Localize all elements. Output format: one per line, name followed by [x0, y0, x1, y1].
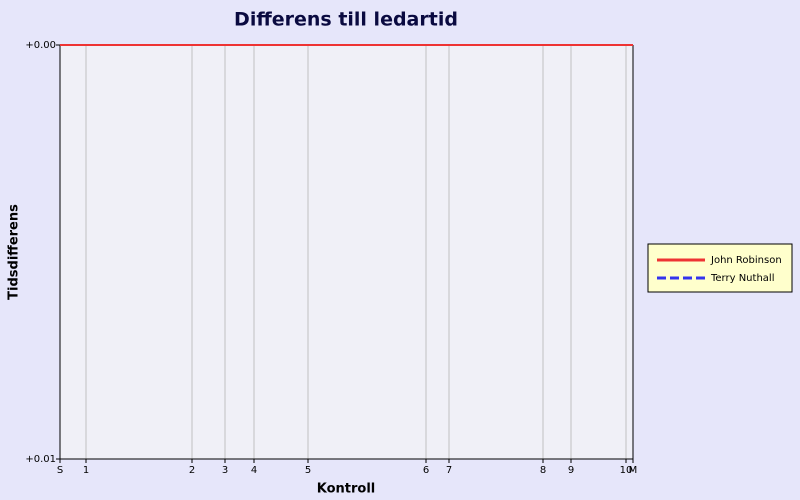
x-tick-label: 3 — [222, 465, 228, 476]
x-tick-label: S — [57, 465, 63, 476]
x-axis-label: Kontroll — [317, 482, 376, 497]
x-tick-label: 6 — [423, 465, 429, 476]
y-axis-label: Tidsdifferens — [7, 204, 22, 300]
x-tick-label: 8 — [540, 465, 546, 476]
legend-box — [647, 243, 793, 293]
x-tick-label: 10 — [620, 465, 633, 476]
x-tick-label: 2 — [189, 465, 195, 476]
y-tick-label: +0.00 — [25, 40, 56, 51]
legend-label: John Robinson — [710, 255, 782, 266]
x-tick-label: 4 — [251, 465, 257, 476]
plot-area — [60, 45, 633, 459]
y-tick-label: +0.01 — [25, 454, 56, 465]
x-tick-label: 5 — [305, 465, 311, 476]
x-tick-label: 1 — [83, 465, 89, 476]
x-tick-label: M — [629, 465, 638, 476]
chart-title: Differens till ledartid — [234, 9, 458, 31]
legend-label: Terry Nuthall — [710, 273, 774, 284]
x-tick-label: 9 — [568, 465, 574, 476]
x-tick-label: 7 — [446, 465, 452, 476]
